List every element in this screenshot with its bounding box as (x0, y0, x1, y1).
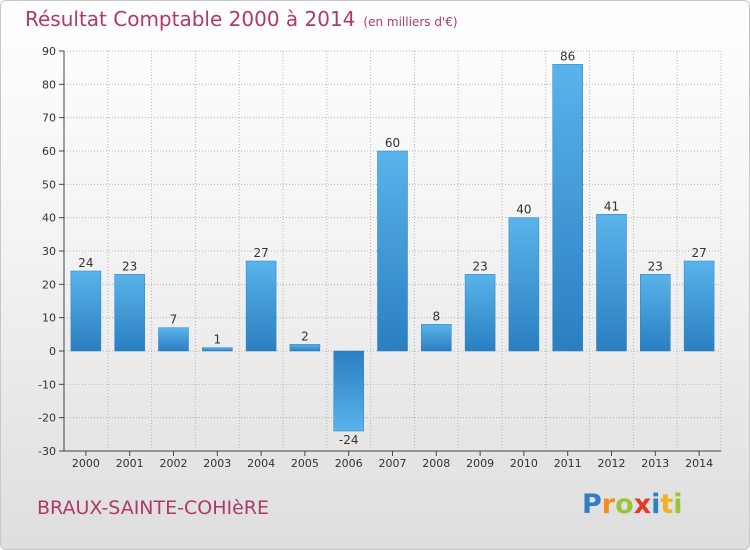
chart-title: Résultat Comptable 2000 à 2014 (en millie… (25, 7, 458, 31)
bar-2002 (158, 327, 189, 352)
x-tick-label-2003: 2003 (203, 457, 231, 470)
bar-2013 (640, 274, 671, 352)
data-label-2014: 27 (691, 246, 706, 260)
logo-letter: i (651, 489, 661, 520)
x-tick-label-2009: 2009 (466, 457, 494, 470)
data-label-2013: 23 (648, 259, 663, 273)
data-label-2001: 23 (122, 259, 137, 273)
x-tick-label-2005: 2005 (291, 457, 319, 470)
data-label-2004: 27 (253, 246, 268, 260)
axes: -30 -20 -10 0 10 20 30 40 50 60 70 80 90 2000 2001 2002… (38, 45, 721, 470)
y-tick-label: 50 (42, 178, 56, 191)
data-label-2002: 7 (170, 313, 178, 327)
logo-letter: r (601, 489, 616, 520)
y-tick-label: -10 (38, 378, 56, 391)
bar-2011 (552, 64, 583, 352)
data-label-2009: 23 (472, 259, 487, 273)
bar-2005 (289, 344, 321, 352)
data-label-2012: 41 (604, 199, 619, 213)
y-tick-label: 80 (42, 78, 56, 91)
data-label-2008: 8 (432, 309, 440, 323)
y-tick-label: 60 (42, 145, 56, 158)
data-labels: 24 23 7 1 27 2 -24 60 8 23 40 86 41 23 27 (78, 49, 706, 447)
x-tick-label-2006: 2006 (335, 457, 363, 470)
proxiti-logo: Proxiti (582, 489, 683, 520)
data-label-2006: -24 (339, 433, 359, 447)
y-tick-label: 20 (42, 278, 56, 291)
logo-letter: o (615, 489, 634, 520)
bar-2006 (333, 350, 364, 432)
bar-2008 (421, 324, 452, 352)
y-tick-label: 70 (42, 112, 56, 125)
data-label-2007: 60 (385, 136, 400, 150)
logo-letter: P (582, 489, 602, 520)
bar-2009 (464, 274, 496, 352)
x-tick-label-2004: 2004 (247, 457, 275, 470)
x-tick-label-2000: 2000 (72, 457, 100, 470)
chart-title-main: Résultat Comptable 2000 à 2014 (25, 7, 356, 31)
logo-letter: x (633, 489, 652, 520)
y-tick-label: -30 (38, 445, 56, 458)
bar-2004 (245, 260, 277, 352)
data-label-2005: 2 (301, 329, 309, 343)
logo-letter: i (673, 489, 683, 520)
y-tick-label: 40 (42, 212, 56, 225)
bar-2010 (508, 217, 540, 352)
x-tick-label-2007: 2007 (379, 457, 407, 470)
place-name: BRAUX-SAINTE-COHIèRE (37, 497, 269, 519)
bars (70, 64, 715, 432)
y-tick-label: 30 (42, 245, 56, 258)
bar-2012 (596, 214, 627, 352)
bar-2003 (202, 347, 233, 352)
data-label-2003: 1 (213, 333, 221, 347)
y-tick-label: 90 (42, 45, 56, 58)
bar-2007 (377, 150, 408, 352)
bar-2001 (114, 274, 145, 352)
logo-letter: t (660, 489, 674, 520)
y-tick-label: 0 (49, 345, 56, 358)
data-label-2011: 86 (560, 49, 575, 63)
x-tick-label-2011: 2011 (554, 457, 582, 470)
x-tick-label-2014: 2014 (685, 457, 713, 470)
x-tick-label-2001: 2001 (116, 457, 144, 470)
bar-2000 (70, 270, 102, 352)
x-tick-label-2002: 2002 (160, 457, 188, 470)
data-label-2010: 40 (516, 203, 531, 217)
y-tick-label: -20 (38, 412, 56, 425)
bar-2014 (683, 260, 715, 352)
x-tick-label-2008: 2008 (422, 457, 450, 470)
y-tick-label: 10 (42, 312, 56, 325)
x-tick-label-2010: 2010 (510, 457, 538, 470)
chart-title-unit: (en milliers d'€) (363, 15, 458, 29)
x-tick-label-2012: 2012 (598, 457, 626, 470)
x-tick-label-2013: 2013 (641, 457, 669, 470)
data-label-2000: 24 (78, 256, 93, 270)
